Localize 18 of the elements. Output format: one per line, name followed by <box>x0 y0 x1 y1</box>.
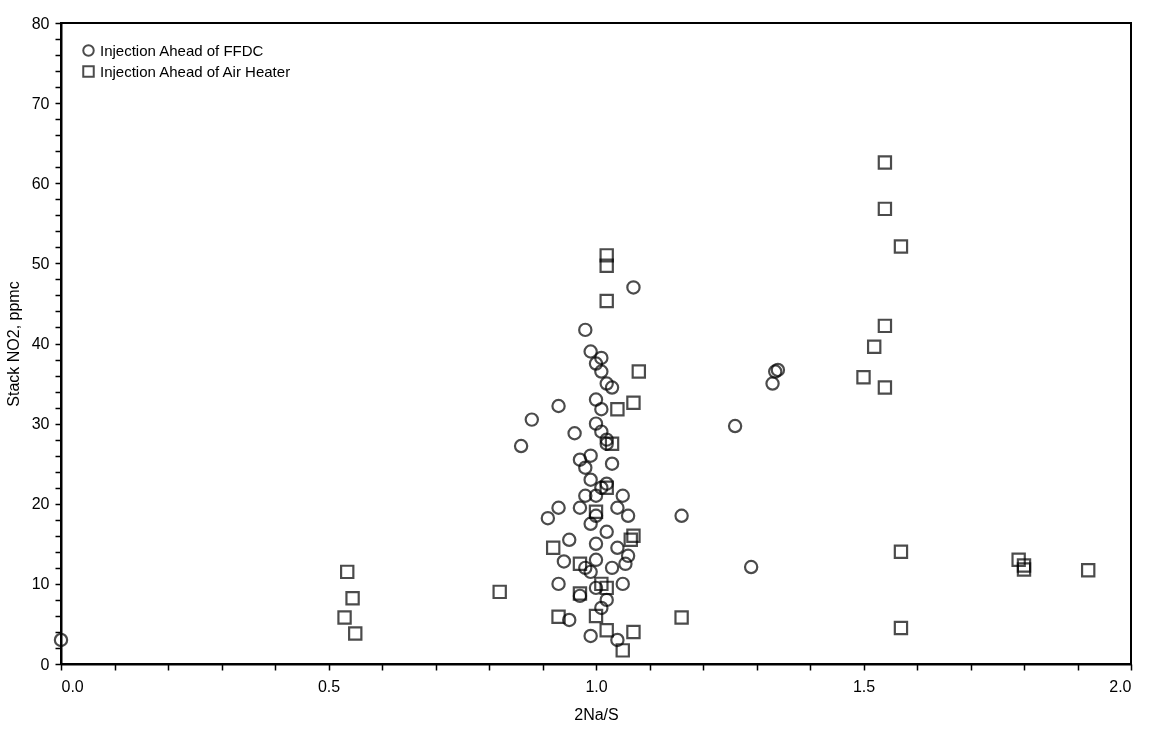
y-tick-label: 30 <box>31 415 50 433</box>
x-tick-label: 1.5 <box>852 677 876 695</box>
y-tick-label: 0 <box>40 655 50 673</box>
y-tick-label: 50 <box>31 254 50 272</box>
x-tick-label: 0.5 <box>317 677 341 695</box>
x-axis-title: 2Na/S <box>574 705 619 723</box>
x-tick-label: 0.0 <box>61 677 84 695</box>
y-tick-label: 80 <box>31 14 50 32</box>
y-tick-label: 20 <box>31 495 50 513</box>
y-axis-title: Stack NO2, ppmc <box>4 281 22 407</box>
legend-label: Injection Ahead of FFDC <box>100 41 264 59</box>
y-tick-label: 60 <box>31 174 50 192</box>
legend-label: Injection Ahead of Air Heater <box>100 62 291 80</box>
y-tick-label: 10 <box>31 575 50 593</box>
y-tick-label: 40 <box>31 335 50 352</box>
x-tick-label: 1.0 <box>585 677 608 695</box>
y-tick-label: 70 <box>31 94 50 112</box>
x-tick-label: 2.0 <box>1109 677 1132 695</box>
